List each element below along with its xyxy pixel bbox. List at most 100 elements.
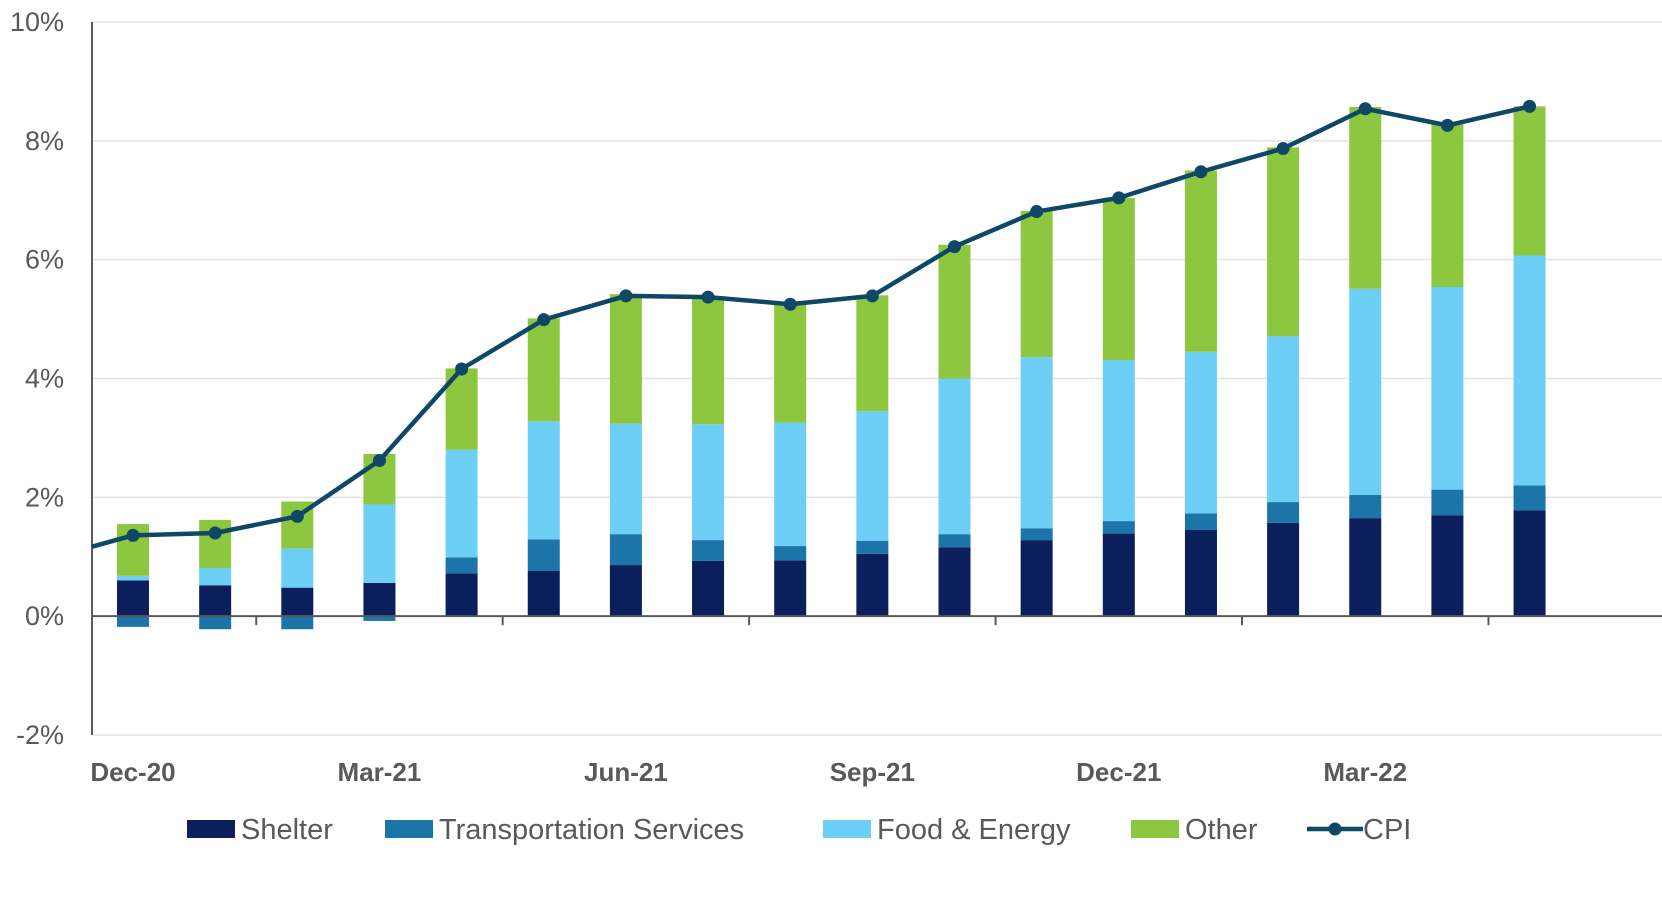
bar-segment-other [1102,197,1135,361]
cpi-point [1030,205,1044,219]
bar-segment-food-and-energy [1431,286,1464,490]
bar-segment-transportation-services [199,616,232,630]
bar-segment-food-and-energy [1184,351,1217,514]
bar-segment-shelter [1267,522,1300,617]
bars [117,106,1546,630]
bar-segment-food-and-energy [445,449,478,558]
y-tick-label: 0% [25,601,64,631]
y-tick-label: 10% [10,7,64,37]
bar-segment-food-and-energy [281,548,314,588]
bar-segment-transportation-services [1020,528,1053,541]
x-tick-label: Dec-21 [1076,757,1161,787]
legend-item-shelter: Shelter [187,814,333,846]
bar-segment-food-and-energy [117,575,149,581]
cpi-line [91,104,1531,549]
cpi-point [783,297,797,311]
bar-segment-shelter [1513,510,1546,617]
legend-swatch [823,820,871,838]
cpi-point [208,526,222,540]
bar-segment-transportation-services [692,540,725,561]
bar-segment-other [609,294,642,424]
bar-segment-other [938,244,971,379]
legend-item-other: Other [1131,814,1258,846]
bar-segment-food-and-energy [363,504,396,583]
bar-segment-other [1020,210,1053,358]
legend: Shelter Transportation Services Food & Ene… [187,814,1411,846]
bar-segment-shelter [445,573,478,617]
bar-segment-shelter [938,547,971,617]
bar-segment-other [1513,106,1546,256]
bar-segment-shelter [609,565,642,617]
bar-segment-other [1431,122,1464,287]
bar-segment-other [527,318,560,422]
bar-segment-shelter [774,560,807,617]
bar-segment-food-and-energy [938,378,971,535]
legend-label: Transportation Services [439,814,744,846]
bar-segment-transportation-services [527,539,560,572]
legend-item-food-and-energy: Food & Energy [823,814,1071,846]
cpi-point [1112,191,1126,205]
bar-segment-other [856,295,889,412]
bar-segment-transportation-services [856,540,889,554]
bar-segment-shelter [856,553,889,617]
cpi-point [455,362,469,376]
y-tick-label: 4% [25,364,64,394]
bar-segment-shelter [117,580,149,617]
bar-segment-transportation-services [1184,513,1217,531]
bar-segment-shelter [1020,540,1053,617]
x-tick-label: Mar-21 [338,757,422,787]
x-tick-label: Sep-21 [830,757,915,787]
bar-segment-food-and-energy [609,423,642,535]
cpi-line-layer [91,99,1537,549]
cpi-point [126,528,140,542]
bar-segment-transportation-services [1431,489,1464,516]
cpi-point [1440,118,1454,132]
bar-segment-other [1349,106,1382,289]
cpi-point [865,289,879,303]
bar-segment-food-and-energy [527,421,560,540]
bar-segment-food-and-energy [1513,255,1546,486]
legend-swatch [1131,820,1179,838]
x-tick-label: Dec-20 [90,757,175,787]
bar-segment-food-and-energy [692,424,725,541]
cpi-point [948,240,961,254]
y-tick-label: 6% [25,245,64,275]
x-tick-label: Jun-21 [584,757,668,787]
cpi-point [1523,99,1537,113]
bar-segment-other [1184,170,1217,352]
legend-label: Other [1185,814,1258,846]
cpi-point [619,289,633,303]
legend-swatch [187,820,235,838]
bar-segment-transportation-services [445,557,478,574]
bar-segment-transportation-services [117,616,149,627]
bar-segment-transportation-services [1513,485,1546,511]
bar-segment-transportation-services [1102,521,1135,534]
bar-segment-shelter [281,587,314,617]
bar-segment-food-and-energy [1349,288,1382,495]
cpi-point [1194,165,1208,179]
bar-segment-transportation-services [363,616,396,621]
legend-item-transportation-services: Transportation Services [385,814,744,846]
legend-label: CPI [1363,814,1411,846]
bar-segment-food-and-energy [1267,336,1300,503]
bar-segment-transportation-services [609,534,642,566]
bar-segment-transportation-services [1349,494,1382,519]
bar-segment-food-and-energy [774,422,807,547]
y-tick-label: -2% [16,720,64,750]
cpi-point [537,313,551,327]
cpi-point [1358,102,1372,116]
bar-segment-shelter [363,582,396,617]
bar-segment-shelter [199,585,232,617]
legend-item-cpi: CPI [1307,814,1411,846]
bar-segment-shelter [1102,533,1135,617]
bar-segment-shelter [1349,518,1382,617]
bar-segment-transportation-services [938,534,971,548]
bar-segment-food-and-energy [1102,360,1135,522]
legend-swatch [385,820,433,838]
bar-segment-transportation-services [774,546,807,561]
axes [91,22,1662,735]
legend-swatch-marker [1328,822,1342,836]
cpi-point [701,290,715,304]
